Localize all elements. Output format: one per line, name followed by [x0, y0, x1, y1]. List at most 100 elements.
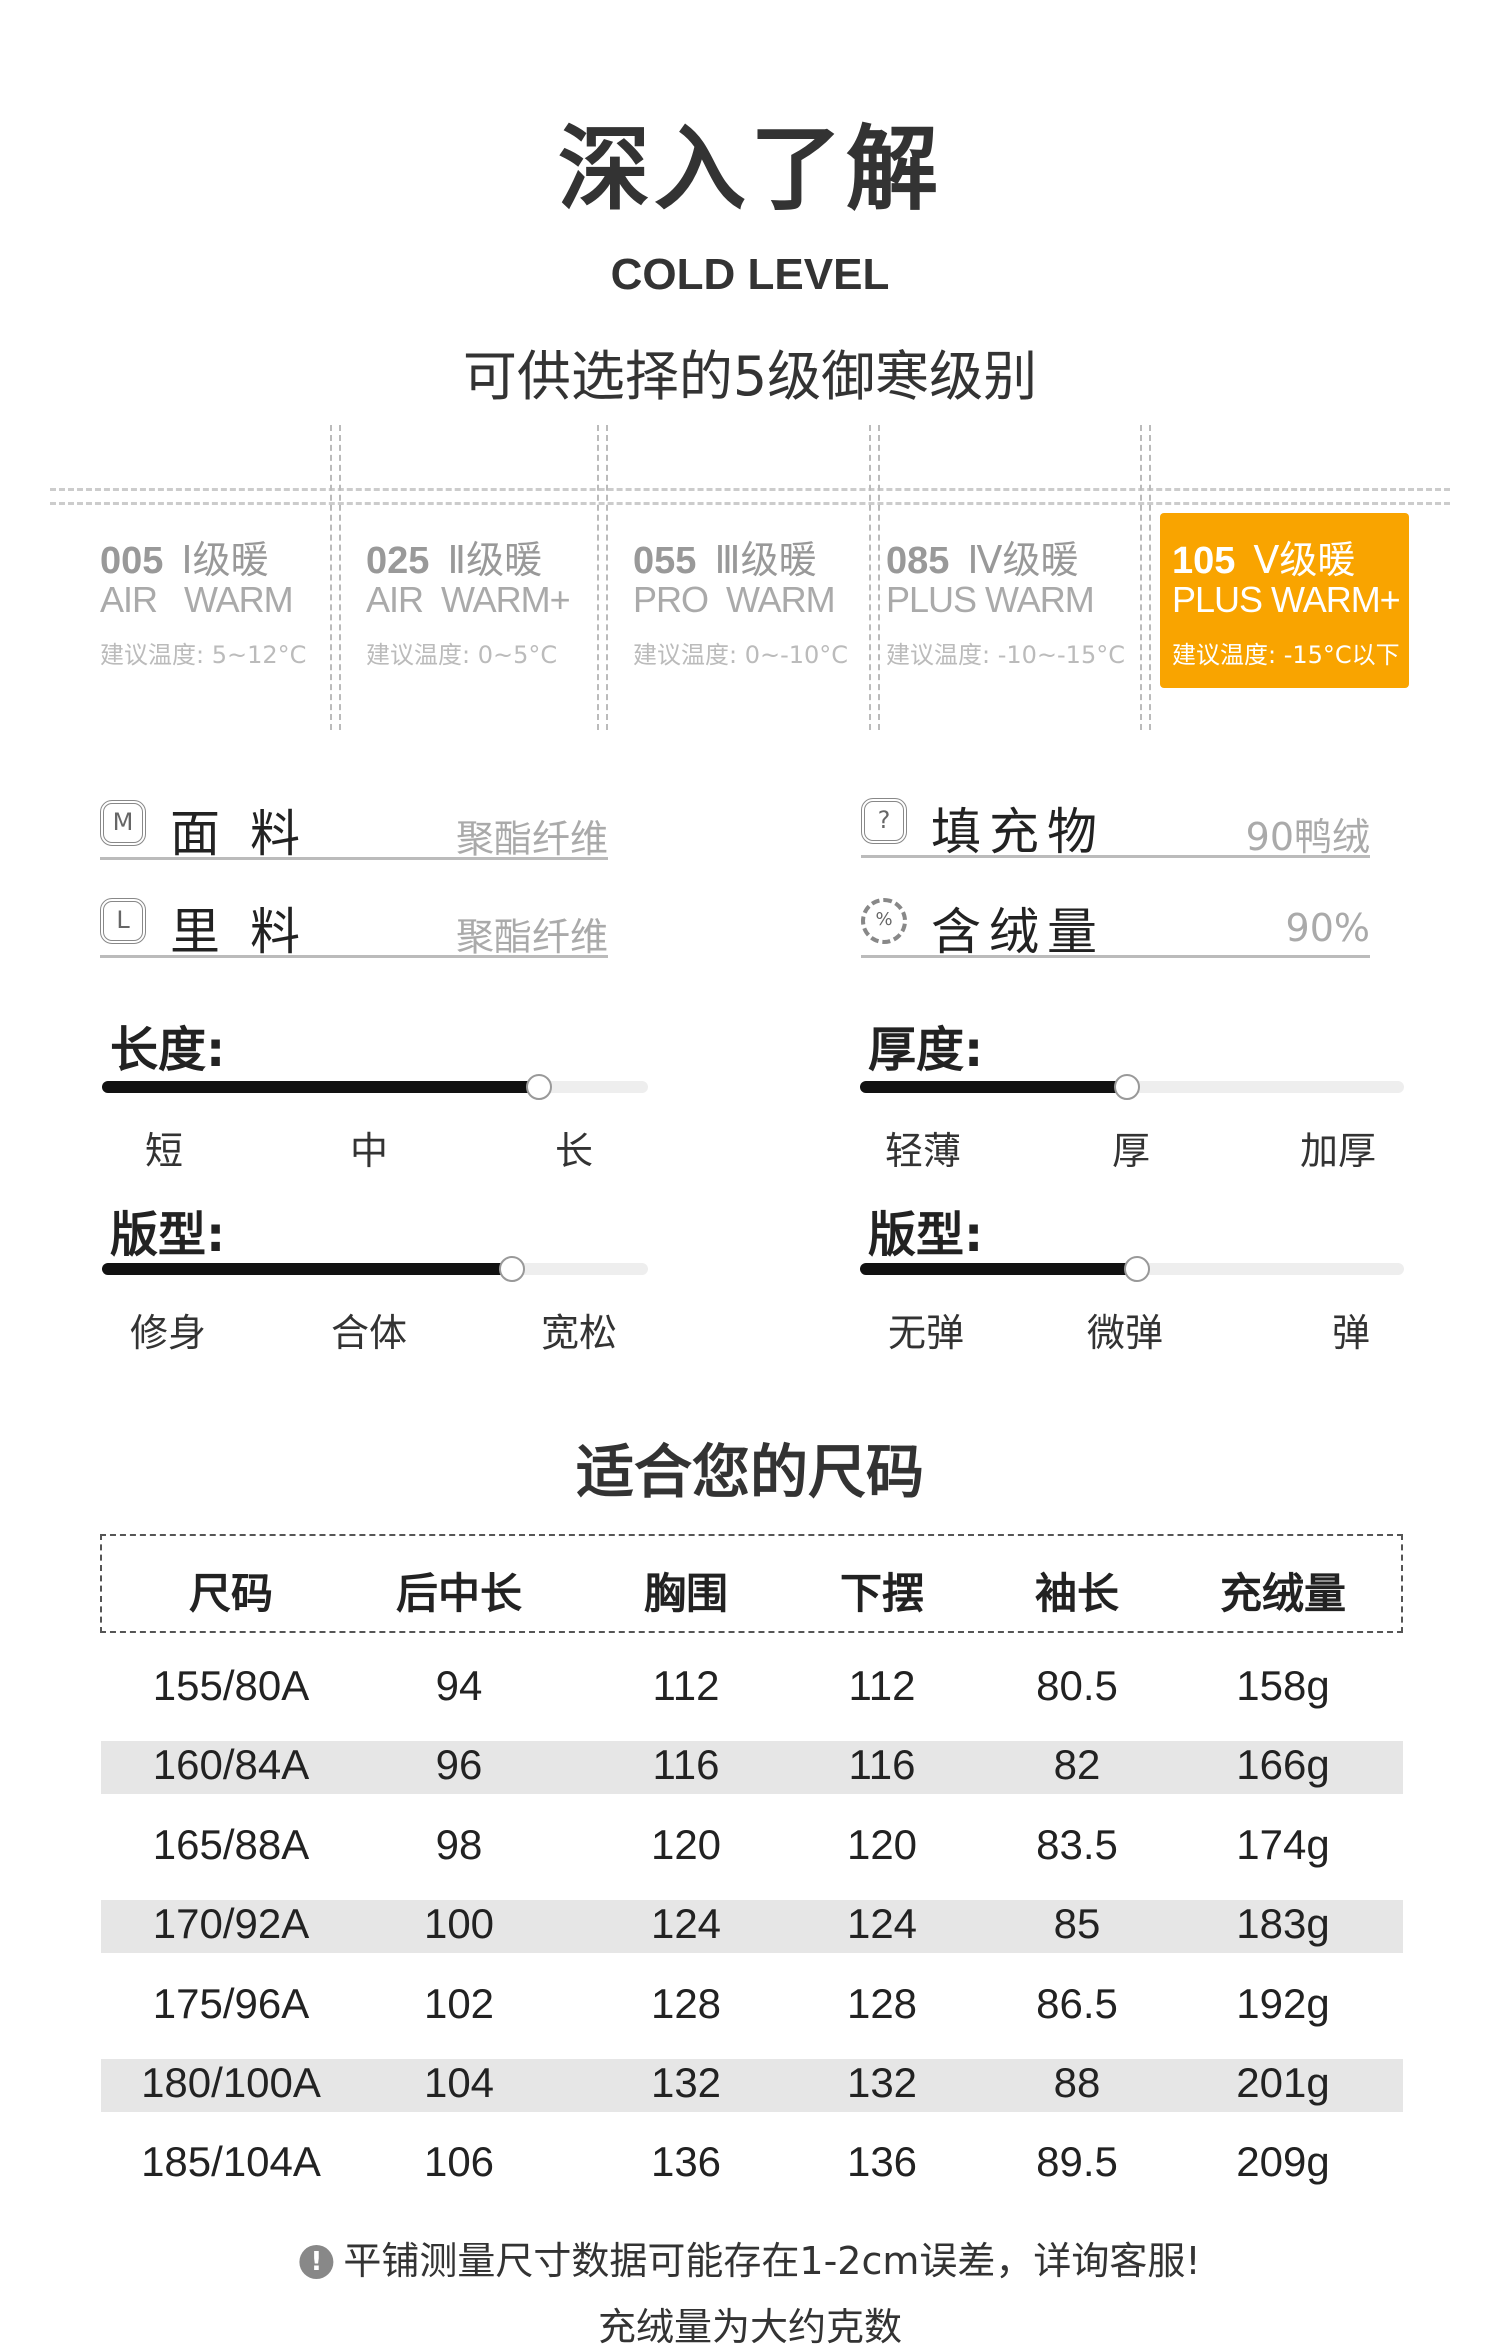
slider-track	[102, 1074, 648, 1100]
table-cell: 120	[650, 1820, 722, 1868]
slider-knob	[1113, 1074, 1140, 1100]
slider-tick-label: 厚	[1111, 1129, 1151, 1173]
level-temperature: 建议温度: 0~5°C	[366, 641, 558, 669]
table-cell: 98	[435, 1820, 483, 1868]
slider-tick-label: 弹	[1331, 1311, 1371, 1355]
table-cell: 209g	[1236, 2138, 1330, 2186]
table-cell: 116	[652, 1741, 720, 1789]
cold-level-card-005[interactable]: 005 Ⅰ级暖 AIR WARM 建议温度: 5~12°C	[100, 513, 360, 688]
cold-level-card-105[interactable]: 105 Ⅴ级暖 PLUS WARM+ 建议温度: -15°C以下	[1160, 513, 1409, 688]
material-row: M 面料 聚酯纤维	[100, 790, 608, 863]
table-cell: 89.5	[1036, 2138, 1118, 2186]
table-header-cell: 充绒量	[1219, 1569, 1347, 1618]
slider-tick-label: 合体	[330, 1311, 408, 1355]
table-cell: 166g	[1236, 1741, 1330, 1789]
slider-tick-label: 长	[554, 1129, 594, 1173]
table-cell: 112	[652, 1662, 720, 1709]
exclamation-icon: !	[299, 2245, 334, 2279]
cold-level-code: 025 Ⅱ级暖	[366, 529, 542, 584]
l-icon: L	[100, 898, 146, 944]
level-code: 025	[366, 540, 430, 582]
level-grade: Ⅱ级暖	[447, 538, 543, 582]
level-temperature: 建议温度: -15°C以下	[1172, 641, 1400, 669]
slider-track	[102, 1256, 648, 1282]
cold-level-card-085[interactable]: 085 Ⅳ级暖 PLUS WARM 建议温度: -10~-15°C	[886, 513, 1146, 688]
table-cell: 124	[650, 1900, 722, 1948]
table-cell: 165/88A	[152, 1820, 310, 1868]
table-cell: 132	[650, 2059, 722, 2106]
material-row: L 里料 聚酯纤维	[100, 888, 608, 961]
slider-track	[860, 1074, 1404, 1100]
table-row-stripe	[101, 1900, 1403, 1954]
slider-tick-label: 短	[144, 1129, 184, 1173]
table-cell: 180/100A	[141, 2059, 321, 2106]
table-cell: 102	[423, 1979, 495, 2027]
slider-tick-label: 加厚	[1299, 1129, 1377, 1173]
cold-level-code: 085 Ⅳ级暖	[886, 529, 1078, 584]
slider-tick-label: 微弹	[1086, 1311, 1164, 1355]
level-code: 005	[100, 540, 164, 582]
table-header-cell: 尺码	[188, 1569, 274, 1618]
table-cell: 124	[846, 1900, 918, 1948]
material-row: % 含绒量 90%	[861, 888, 1370, 961]
slider-label: 长度:	[110, 1022, 226, 1078]
table-cell: 85	[1053, 1900, 1101, 1948]
table-cell: 170/92A	[152, 1900, 310, 1948]
table-row-stripe	[101, 2059, 1403, 2112]
material-value: 聚酯纤维	[455, 915, 608, 959]
table-cell: 82	[1053, 1741, 1101, 1789]
level-name: PRO WARM	[633, 579, 836, 620]
divider	[339, 425, 341, 730]
material-value: 聚酯纤维	[455, 817, 608, 861]
divider	[606, 425, 608, 730]
table-cell: 155/80A	[152, 1662, 310, 1709]
slider-knob	[1124, 1256, 1151, 1282]
table-header-cell: 下摆	[839, 1569, 925, 1618]
slider-label: 厚度:	[868, 1022, 984, 1078]
table-cell: 183g	[1236, 1900, 1330, 1948]
material-label: 填充物	[931, 803, 1105, 861]
divider	[869, 425, 871, 730]
level-code: 085	[886, 540, 950, 582]
table-cell: 185/104A	[141, 2138, 321, 2186]
table-header-cell: 袖长	[1034, 1569, 1120, 1618]
level-code: 105	[1172, 540, 1236, 582]
material-label: 里料	[170, 903, 330, 961]
level-code: 055	[633, 540, 697, 582]
page-title: 深入了解	[557, 116, 943, 223]
cold-level-code: 105 Ⅴ级暖	[1172, 529, 1355, 584]
slider-knob	[498, 1256, 525, 1282]
divider	[878, 425, 880, 730]
slider-tick-label: 轻薄	[884, 1129, 962, 1173]
slider-track	[860, 1256, 1404, 1282]
table-cell: 96	[435, 1741, 483, 1789]
level-grade: Ⅰ级暖	[181, 538, 269, 582]
material-row: ? 填充物 90鸭绒	[861, 788, 1370, 861]
level-grade: Ⅳ级暖	[967, 538, 1079, 582]
level-temperature: 建议温度: 5~12°C	[100, 641, 307, 669]
slider-fill	[860, 1263, 1138, 1275]
cold-level-card-025[interactable]: 025 Ⅱ级暖 AIR WARM+ 建议温度: 0~5°C	[366, 513, 626, 688]
table-cell: 80.5	[1036, 1662, 1118, 1709]
size-table-header	[100, 1534, 1403, 1633]
table-cell: 112	[848, 1662, 916, 1709]
cold-level-code: 055 Ⅲ级暖	[633, 529, 817, 584]
table-cell: 104	[423, 2059, 495, 2106]
measurement-note: ! 平铺测量尺寸数据可能存在1-2cm误差，详询客服!	[299, 2230, 1201, 2285]
cold-level-card-055[interactable]: 055 Ⅲ级暖 PRO WARM 建议温度: 0~-10°C	[633, 513, 893, 688]
level-name: AIR WARM	[100, 579, 294, 620]
divider	[1149, 425, 1151, 730]
table-cell: 128	[846, 1979, 918, 2027]
table-cell: 136	[650, 2138, 722, 2186]
level-grade: Ⅲ级暖	[714, 538, 817, 582]
divider	[330, 425, 332, 730]
table-cell: 100	[423, 1900, 495, 1948]
table-header-cell: 胸围	[643, 1569, 729, 1618]
material-value: 90鸭绒	[1245, 815, 1370, 859]
table-header-cell: 后中长	[395, 1569, 523, 1618]
size-table-title: 适合您的尺码	[575, 1438, 925, 1506]
fill-note: 充绒量为大约克数	[597, 2305, 903, 2349]
cold-level-code: 005 Ⅰ级暖	[100, 529, 269, 584]
slider-tick-label: 中	[349, 1129, 389, 1173]
divider	[597, 425, 599, 730]
